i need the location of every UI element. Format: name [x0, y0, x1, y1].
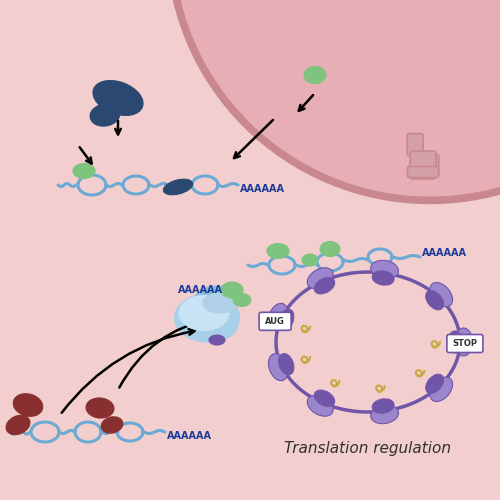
Ellipse shape	[164, 179, 192, 195]
Text: Translation regulation: Translation regulation	[284, 440, 452, 456]
Ellipse shape	[302, 254, 318, 266]
Text: AAAAAA: AAAAAA	[178, 285, 223, 295]
Ellipse shape	[197, 312, 237, 340]
Ellipse shape	[278, 309, 294, 330]
Ellipse shape	[314, 278, 334, 294]
Ellipse shape	[278, 354, 294, 375]
Text: AUG: AUG	[265, 317, 285, 326]
Ellipse shape	[304, 66, 326, 84]
Ellipse shape	[101, 417, 123, 433]
Ellipse shape	[370, 406, 398, 423]
Ellipse shape	[430, 377, 452, 402]
Ellipse shape	[93, 80, 143, 116]
Ellipse shape	[430, 282, 452, 307]
FancyBboxPatch shape	[259, 312, 291, 330]
Ellipse shape	[90, 104, 120, 126]
Ellipse shape	[6, 416, 30, 434]
Ellipse shape	[233, 294, 251, 306]
Ellipse shape	[268, 354, 288, 380]
Ellipse shape	[370, 260, 398, 278]
Ellipse shape	[426, 374, 444, 394]
Ellipse shape	[209, 335, 225, 345]
FancyBboxPatch shape	[407, 134, 423, 156]
FancyBboxPatch shape	[408, 166, 438, 177]
Ellipse shape	[221, 282, 243, 298]
Ellipse shape	[454, 328, 472, 356]
Ellipse shape	[448, 331, 462, 353]
Text: AAAAAA: AAAAAA	[240, 184, 285, 194]
Ellipse shape	[268, 304, 288, 330]
Text: AAAAAA: AAAAAA	[167, 431, 212, 441]
FancyBboxPatch shape	[423, 154, 439, 176]
Ellipse shape	[13, 394, 43, 416]
Ellipse shape	[308, 268, 333, 288]
Ellipse shape	[314, 390, 334, 406]
Ellipse shape	[170, 0, 500, 200]
Ellipse shape	[320, 242, 340, 256]
Ellipse shape	[308, 396, 333, 416]
Text: AAAAAA: AAAAAA	[422, 248, 467, 258]
Ellipse shape	[372, 271, 394, 285]
Ellipse shape	[372, 399, 394, 413]
Ellipse shape	[194, 286, 240, 314]
Ellipse shape	[426, 290, 444, 310]
Ellipse shape	[73, 164, 95, 178]
Ellipse shape	[170, 0, 500, 200]
FancyBboxPatch shape	[410, 151, 436, 179]
Ellipse shape	[179, 296, 229, 330]
Ellipse shape	[202, 293, 237, 313]
Ellipse shape	[267, 244, 289, 258]
Ellipse shape	[86, 398, 114, 418]
Ellipse shape	[174, 294, 240, 342]
Text: STOP: STOP	[452, 339, 477, 348]
FancyBboxPatch shape	[447, 334, 483, 352]
